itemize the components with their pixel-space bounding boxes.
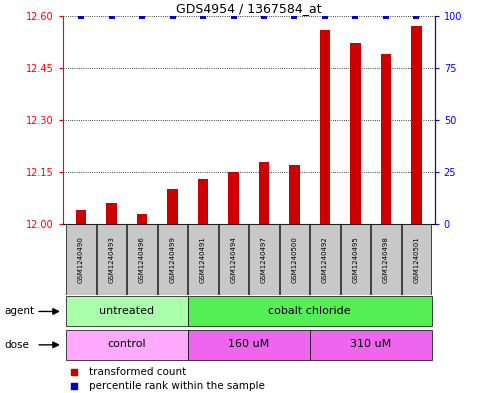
Bar: [97, 224, 126, 295]
Bar: [259, 162, 270, 224]
Bar: [320, 29, 330, 224]
Bar: [66, 330, 188, 360]
Text: dose: dose: [5, 340, 30, 350]
Bar: [188, 330, 310, 360]
Point: [70, 382, 78, 389]
Point: [352, 13, 359, 19]
Bar: [66, 296, 188, 327]
Text: GSM1240499: GSM1240499: [170, 236, 175, 283]
Text: GSM1240493: GSM1240493: [109, 236, 114, 283]
Bar: [188, 296, 432, 327]
Bar: [198, 179, 208, 224]
Bar: [371, 224, 400, 295]
Text: GSM1240492: GSM1240492: [322, 236, 328, 283]
Point: [412, 13, 420, 19]
Bar: [219, 224, 248, 295]
Point: [169, 13, 176, 19]
Bar: [411, 26, 422, 224]
Point: [291, 13, 298, 19]
Text: untreated: untreated: [99, 306, 155, 316]
Text: transformed count: transformed count: [89, 367, 186, 377]
Text: GSM1240498: GSM1240498: [383, 236, 389, 283]
Bar: [188, 224, 218, 295]
Bar: [228, 172, 239, 224]
Point: [138, 13, 146, 19]
Bar: [106, 203, 117, 224]
Bar: [76, 210, 86, 224]
Point: [260, 13, 268, 19]
Bar: [167, 189, 178, 224]
Text: GSM1240497: GSM1240497: [261, 236, 267, 283]
Text: GSM1240494: GSM1240494: [230, 236, 237, 283]
Text: 310 uM: 310 uM: [350, 339, 391, 349]
Point: [77, 13, 85, 19]
Text: GSM1240495: GSM1240495: [353, 236, 358, 283]
Bar: [158, 224, 187, 295]
Point: [199, 13, 207, 19]
Point: [321, 13, 329, 19]
Bar: [341, 224, 370, 295]
Bar: [310, 224, 340, 295]
Text: agent: agent: [5, 307, 35, 316]
Bar: [350, 44, 361, 224]
Bar: [137, 213, 147, 224]
Point: [108, 13, 115, 19]
Text: 160 uM: 160 uM: [228, 339, 270, 349]
Text: GSM1240496: GSM1240496: [139, 236, 145, 283]
Point: [70, 369, 78, 375]
Text: GSM1240501: GSM1240501: [413, 236, 419, 283]
Text: GSM1240491: GSM1240491: [200, 236, 206, 283]
Title: GDS4954 / 1367584_at: GDS4954 / 1367584_at: [176, 2, 322, 15]
Bar: [310, 330, 432, 360]
Bar: [381, 54, 391, 224]
Bar: [128, 224, 156, 295]
Bar: [249, 224, 279, 295]
Bar: [67, 224, 96, 295]
Point: [382, 13, 390, 19]
Text: control: control: [108, 339, 146, 349]
Text: percentile rank within the sample: percentile rank within the sample: [89, 381, 265, 391]
Text: GSM1240490: GSM1240490: [78, 236, 84, 283]
Bar: [402, 224, 431, 295]
Text: GSM1240500: GSM1240500: [291, 236, 298, 283]
Text: cobalt chloride: cobalt chloride: [269, 306, 351, 316]
Point: [229, 13, 237, 19]
Bar: [280, 224, 309, 295]
Bar: [289, 165, 300, 224]
